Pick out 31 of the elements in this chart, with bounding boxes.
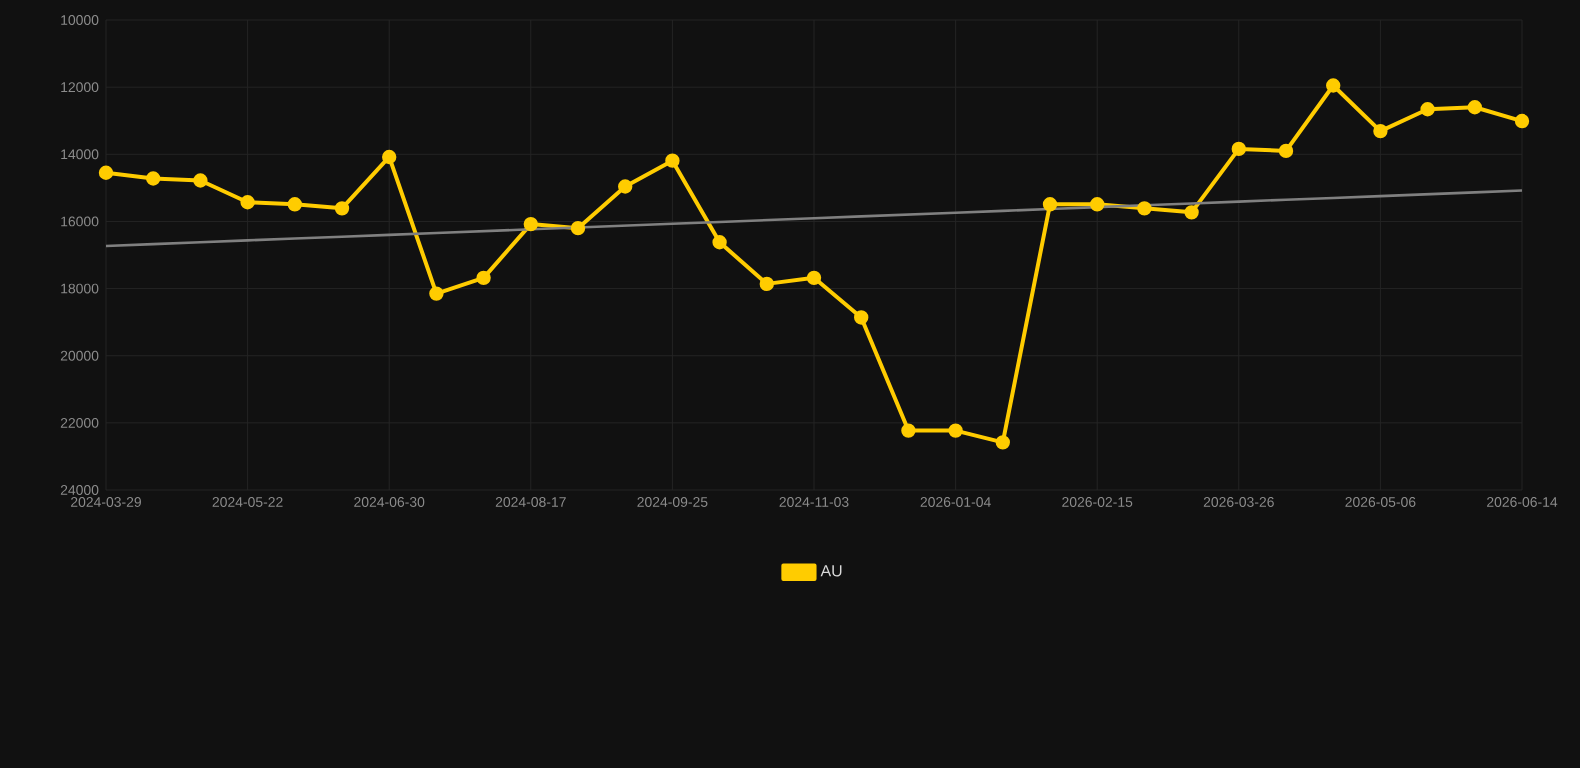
point [1090,197,1105,212]
point [759,276,774,292]
point [1373,123,1388,139]
point [1326,78,1341,93]
point [1514,113,1530,129]
point [665,153,680,168]
point [1184,205,1199,220]
point [806,270,822,286]
point [1137,201,1152,216]
point [1467,100,1482,115]
point [570,220,586,236]
point [1420,102,1435,117]
point [98,165,114,180]
point [429,286,444,301]
point [334,201,350,216]
point [240,195,255,210]
point [382,149,397,165]
point [1042,197,1058,212]
point [854,310,869,325]
point [287,197,302,212]
point [1231,141,1246,157]
point [901,423,916,438]
point [995,435,1010,450]
point [476,270,491,286]
point [193,173,208,188]
point [1278,143,1294,159]
point [618,179,633,194]
point [146,171,161,186]
point [948,423,963,438]
point [712,235,727,250]
point [523,216,538,232]
